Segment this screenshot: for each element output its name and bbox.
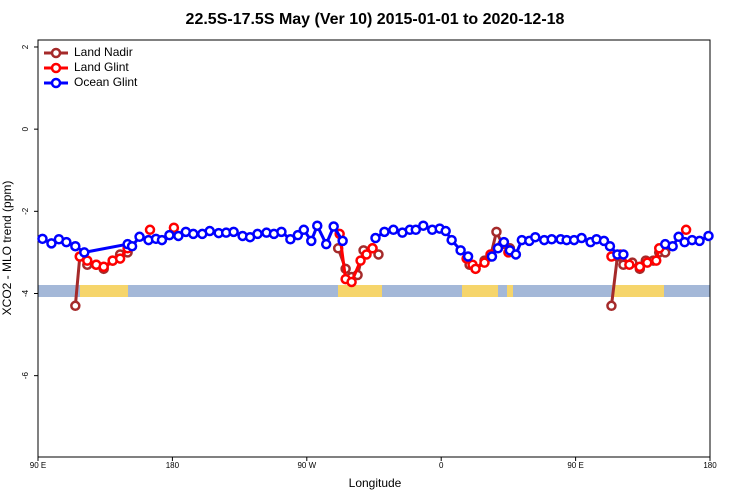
point (667, 240, 678, 252)
y-tick-label: 0 (21, 126, 30, 131)
x-tick-label: 90 E (30, 461, 46, 470)
point (367, 243, 378, 254)
y-tick-label: -4 (21, 289, 30, 297)
y-tick-label: -2 (21, 207, 30, 215)
point (604, 240, 616, 252)
point (492, 243, 504, 254)
point (79, 247, 90, 258)
legend-label: Land Nadir (74, 45, 133, 59)
point (134, 231, 145, 243)
point (37, 233, 48, 245)
chart-title: 22.5S-17.5S May (Ver 10) 2015-01-01 to 2… (186, 11, 565, 28)
point (164, 229, 175, 241)
point (337, 235, 348, 247)
plot-frame (37, 39, 711, 458)
x-axis-label: Longitude (349, 476, 402, 490)
legend-marker (50, 77, 62, 89)
legend-label: Ocean Glint (74, 75, 138, 89)
point (276, 226, 287, 238)
point (328, 221, 339, 232)
point (306, 235, 317, 247)
point (144, 224, 156, 236)
surface-strip (38, 285, 710, 297)
x-tick-label: 180 (166, 461, 180, 470)
point (576, 232, 587, 244)
point (298, 224, 310, 236)
point (680, 224, 692, 236)
point (126, 240, 138, 252)
point (410, 224, 422, 236)
legend-label: Land Glint (74, 60, 129, 74)
x-tick-label: 90 W (297, 461, 316, 470)
point (98, 261, 109, 273)
point (446, 234, 457, 246)
point (650, 255, 662, 266)
point (388, 224, 399, 236)
point (188, 228, 199, 240)
point (346, 276, 357, 288)
point (355, 255, 366, 266)
point (642, 257, 653, 268)
point (546, 234, 557, 245)
point (418, 220, 429, 231)
point (470, 263, 481, 275)
point (70, 240, 81, 252)
y-axis-label: XCO2 - MLO trend (ppm) (0, 181, 14, 316)
point (70, 300, 81, 312)
point (173, 230, 184, 242)
point (606, 300, 617, 312)
point (455, 245, 466, 256)
point (491, 226, 502, 238)
y-tick-label: 2 (21, 44, 30, 49)
point (204, 225, 215, 237)
point (634, 261, 646, 273)
point (228, 226, 239, 238)
y-tick-label: -6 (21, 372, 30, 380)
point (370, 232, 381, 244)
point (312, 220, 323, 231)
point (168, 222, 180, 234)
x-tick-label: 90 E (567, 461, 583, 470)
point (156, 234, 168, 246)
point (510, 249, 522, 260)
point (61, 236, 72, 248)
point (373, 249, 384, 260)
legend-marker (50, 62, 62, 74)
legend-marker (50, 47, 62, 59)
point (320, 238, 332, 250)
point (440, 225, 451, 237)
point (703, 230, 714, 242)
point (114, 253, 126, 264)
point (361, 249, 372, 260)
point (486, 251, 498, 262)
x-tick-label: 0 (439, 461, 444, 470)
point (479, 257, 490, 268)
point (82, 255, 93, 266)
point (530, 231, 541, 243)
point (624, 259, 635, 270)
point (285, 234, 296, 245)
point (462, 251, 474, 262)
x-tick-label: 180 (703, 461, 717, 470)
point (252, 228, 263, 240)
point (694, 235, 705, 247)
point (618, 249, 629, 260)
point (498, 236, 510, 248)
point (46, 238, 57, 249)
point (379, 226, 390, 238)
